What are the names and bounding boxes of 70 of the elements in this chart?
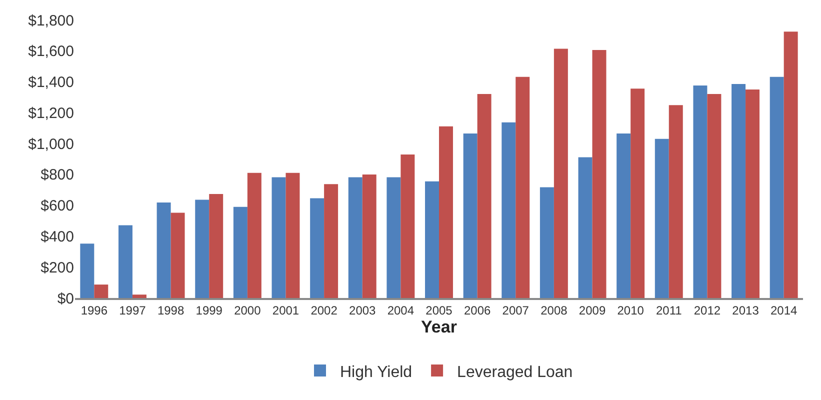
x-tick-label: 2003 (349, 303, 376, 318)
y-tick-label: $1,800 (28, 12, 74, 30)
bar (654, 138, 669, 298)
x-tick-label: 2014 (770, 303, 798, 318)
x-tick-label: 1997 (119, 303, 146, 318)
x-tick-label: 1996 (80, 303, 108, 318)
bar (746, 90, 760, 298)
bar (540, 187, 554, 298)
x-tick-label: 2008 (540, 303, 568, 318)
bar (170, 212, 185, 298)
bar (668, 105, 683, 298)
y-tick-label: $400 (40, 228, 74, 246)
y-tick-label: $0 (57, 290, 74, 308)
bar (770, 76, 784, 298)
bar (80, 244, 94, 298)
y-tick-label: $600 (40, 198, 74, 215)
bar (247, 172, 262, 298)
bar (94, 284, 108, 298)
bar (348, 177, 362, 298)
x-tick-label: 2004 (387, 303, 414, 318)
y-tick-label: $200 (40, 259, 74, 276)
x-tick-label: 2002 (310, 303, 338, 318)
bar (425, 181, 439, 298)
legend-label: High Yield (340, 364, 412, 381)
x-tick-label: 2012 (694, 303, 721, 318)
bar (784, 32, 798, 298)
x-tick-label: 2001 (272, 303, 300, 318)
legend-label: Leveraged Loan (457, 364, 573, 381)
bar (554, 48, 568, 298)
bar (386, 177, 401, 298)
bar (286, 172, 300, 298)
bar (502, 122, 516, 298)
bar (630, 88, 645, 298)
y-tick-label: $1,600 (28, 43, 74, 60)
y-tick-label: $800 (40, 166, 74, 184)
x-tick-label: 2006 (464, 303, 491, 318)
x-tick-label: 1999 (196, 303, 223, 318)
bar (362, 174, 376, 298)
x-axis-title: Year (421, 317, 458, 336)
x-tick-label: 2010 (617, 303, 644, 318)
x-tick-label: 2005 (426, 303, 453, 318)
bar (132, 294, 146, 298)
y-tick-label: $1,400 (28, 74, 74, 92)
x-tick-label: 2011 (656, 303, 682, 318)
bar (272, 177, 286, 298)
bar (439, 126, 453, 298)
bar (156, 202, 171, 298)
bar (195, 200, 210, 298)
bar (693, 85, 708, 298)
bar (477, 94, 492, 298)
bar (324, 184, 338, 298)
y-tick-label: $1,200 (28, 104, 74, 122)
x-tick-label: 2000 (234, 303, 262, 318)
x-tick-label: 2009 (578, 303, 606, 318)
bar (310, 198, 324, 298)
x-tick-label: 1998 (157, 303, 184, 318)
x-tick-label: 2013 (732, 303, 760, 318)
y-tick-label: $1,000 (28, 136, 74, 153)
bar (118, 225, 132, 298)
bar (616, 134, 631, 298)
bar (592, 50, 606, 298)
bar (516, 76, 530, 298)
bar (209, 194, 224, 298)
bar (578, 157, 592, 298)
bar (400, 154, 415, 298)
bar (707, 94, 722, 298)
bar (233, 206, 248, 298)
bar (732, 84, 746, 298)
x-tick-label: 2007 (502, 303, 530, 318)
bar (463, 134, 478, 298)
